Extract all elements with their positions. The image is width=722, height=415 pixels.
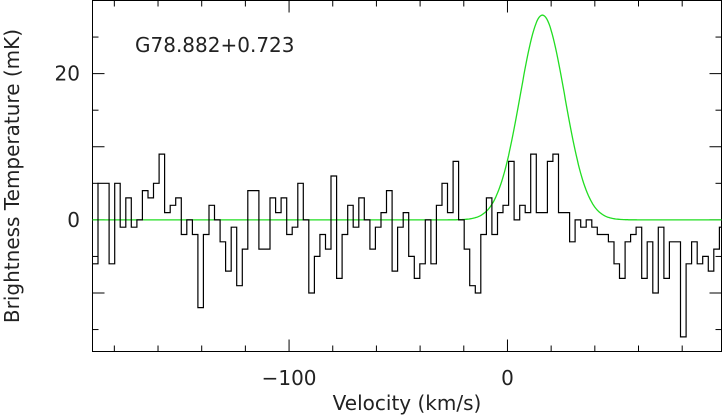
y-tick-label: 20 <box>55 62 80 86</box>
gaussian-fit-line <box>92 14 722 221</box>
x-tick-label: 0 <box>501 366 514 390</box>
y-axis-label: Brightness Temperature (mK) <box>0 29 24 323</box>
source-name-annotation: G78.882+0.723 <box>135 33 295 57</box>
x-tick-label: −100 <box>262 366 317 390</box>
tick-labels: −100 0 0 20 <box>55 62 514 390</box>
y-tick-label: 0 <box>67 208 80 232</box>
spectrum-histogram <box>92 153 722 338</box>
axis-ticks <box>92 0 722 352</box>
x-axis-label: Velocity (km/s) <box>333 391 482 415</box>
